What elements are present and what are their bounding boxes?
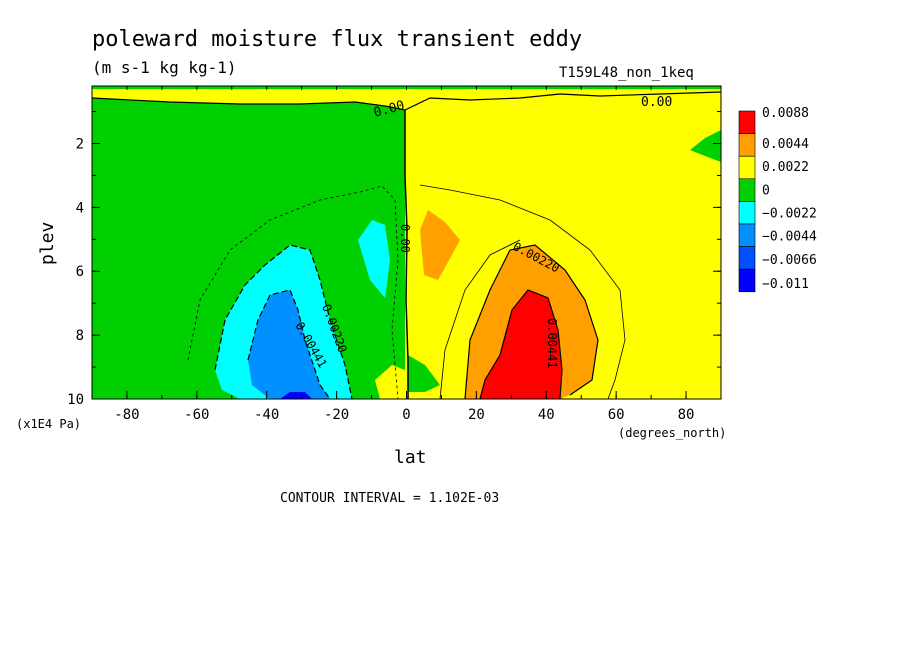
legend-label-0: 0.0088 bbox=[762, 106, 809, 121]
x-tick-label-6: 40 bbox=[538, 407, 555, 423]
top-zero-contour bbox=[92, 91, 721, 111]
legend-label-1: 0.0044 bbox=[762, 137, 809, 152]
legend-label-3: 0 bbox=[762, 183, 770, 198]
region-sh-yellow-patch bbox=[375, 365, 405, 399]
x-tick-label-2: -40 bbox=[254, 407, 279, 423]
y-units-label: (x1E4 Pa) bbox=[16, 417, 81, 431]
y-tick-label-3: 8 bbox=[76, 328, 84, 344]
plot-area: 0.00 0.00 0.00 0.00220 0.00441 0.00220 0… bbox=[92, 86, 721, 399]
region-sh-blue bbox=[248, 290, 330, 399]
x-axis: -80 -60 -40 -20 0 20 40 60 80 bbox=[91, 86, 722, 423]
x-tick-label-0: -80 bbox=[114, 407, 139, 423]
legend-swatch-4 bbox=[738, 201, 756, 225]
y-tick-label-4: 10 bbox=[67, 392, 84, 408]
legend-label-2: 0.0022 bbox=[762, 160, 809, 175]
nh-solid-thin bbox=[439, 239, 521, 399]
legend-swatch-3 bbox=[738, 178, 756, 202]
region-nh-orange-small bbox=[420, 210, 460, 280]
legend: 0.0088 0.0044 0.0022 0 −0.0022 −0.0044 −0.0066… bbox=[738, 106, 817, 293]
contour-label-6: 0.00441 bbox=[545, 318, 559, 369]
chart-title: poleward moisture flux transient eddy bbox=[92, 27, 582, 52]
y-tick-label-1: 4 bbox=[76, 200, 84, 216]
x-tick-label-1: -60 bbox=[184, 407, 209, 423]
contour-interval: CONTOUR INTERVAL = 1.102E-03 bbox=[280, 491, 499, 506]
y-tick-label-0: 2 bbox=[76, 136, 84, 152]
legend-swatch-5 bbox=[738, 223, 756, 247]
legend-swatch-7 bbox=[738, 268, 756, 293]
legend-swatch-2 bbox=[738, 155, 756, 180]
legend-swatch-0 bbox=[738, 110, 756, 134]
x-axis-label: lat bbox=[394, 447, 427, 468]
zero-contour bbox=[404, 110, 409, 399]
region-nh-red bbox=[480, 290, 562, 399]
sh-dashed-inner bbox=[247, 289, 331, 399]
nh-solid-mid bbox=[464, 244, 599, 399]
contour-label-2: 0.00 bbox=[398, 224, 412, 253]
region-sh-cyan-small bbox=[358, 220, 390, 298]
y-tick-label-2: 6 bbox=[76, 264, 84, 280]
x-tick-label-8: 80 bbox=[678, 407, 695, 423]
y-axis-label: plev bbox=[37, 222, 58, 265]
experiment-label: T159L48_non_1keq bbox=[559, 65, 694, 81]
legend-label-5: −0.0044 bbox=[762, 230, 817, 245]
x-tick-label-3: -20 bbox=[324, 407, 349, 423]
x-units-label: (degrees_north) bbox=[618, 426, 726, 440]
legend-label-6: −0.0066 bbox=[762, 253, 817, 268]
x-tick-label-4: 0 bbox=[402, 407, 410, 423]
region-eq-green-patch bbox=[408, 355, 440, 392]
legend-label-4: −0.0022 bbox=[762, 207, 817, 222]
chart-units: (m s-1 kg kg-1) bbox=[92, 58, 237, 77]
x-tick-label-5: 20 bbox=[468, 407, 485, 423]
y-axis: 2 4 6 8 10 bbox=[67, 111, 721, 408]
legend-swatch-1 bbox=[738, 133, 756, 157]
contour-label-1: 0.00 bbox=[641, 95, 672, 110]
legend-swatch-6 bbox=[738, 246, 756, 270]
x-tick-label-7: 60 bbox=[608, 407, 625, 423]
region-sh-darkblue bbox=[280, 392, 312, 399]
contour-lines bbox=[92, 91, 721, 399]
nh-solid-inner bbox=[479, 289, 563, 399]
legend-label-7: −0.011 bbox=[762, 277, 809, 292]
nh-solid-outer bbox=[419, 184, 626, 399]
sh-dashed-outer bbox=[187, 185, 399, 399]
region-nh-green-patch bbox=[690, 130, 721, 162]
